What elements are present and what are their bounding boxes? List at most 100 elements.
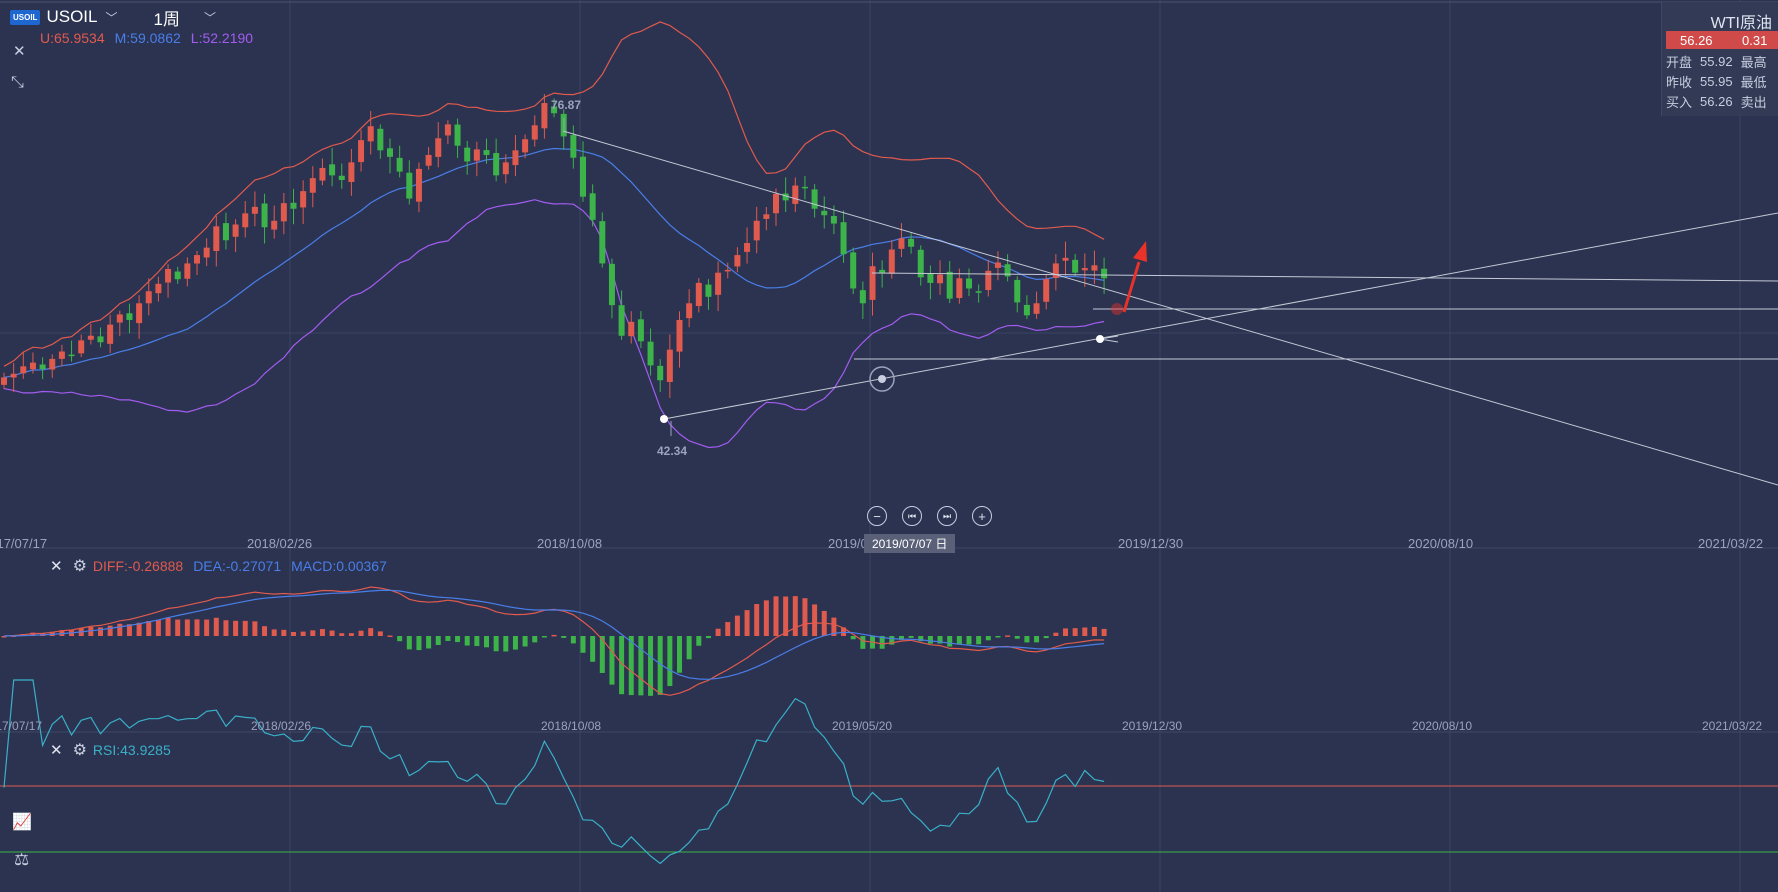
candle-body [396,157,403,172]
close-icon[interactable]: ✕ [13,43,26,60]
prev-close-value: 55.95 [1700,73,1733,89]
macd-histogram-bar [831,617,837,636]
zoom-in-icon[interactable]: + [972,506,992,526]
anchor-point [1096,335,1104,343]
macd-histogram-bar [387,635,393,637]
candle-body [1023,304,1030,316]
crosshair-date: 2019/07/07 日 [864,534,956,553]
quote-row-open: 开盘 55.92 最高 [1662,51,1778,71]
macd-histogram-bar [184,619,190,636]
macd-histogram-bar [484,636,489,648]
macd-histogram-bar [551,634,557,637]
candle-body [570,135,577,158]
gear-icon[interactable]: ⚙ [72,558,87,575]
chart-tool-icon[interactable]: 📈 [12,814,32,831]
compass-tool-icon[interactable]: ⚖ [14,850,30,869]
macd-histogram-bar [136,622,142,636]
candle-body [618,305,625,336]
candle-body [589,193,596,220]
boll-middle-value: M:59.0862 [114,30,181,46]
chevron-down-icon[interactable]: ﹀ [203,10,216,25]
symbol-badge: USOIL [10,9,41,25]
x-axis-label: 2020/08/10 [1412,719,1473,733]
candle-body [174,271,181,280]
candle-body [444,124,451,136]
candle-body [203,247,210,258]
macd-histogram-bar [976,636,982,645]
open-label: 开盘 [1666,54,1693,70]
candle-body [695,282,702,307]
macd-histogram-bar [966,636,972,645]
macd-histogram-bar [194,619,200,636]
zoom-out-icon[interactable]: − [867,506,887,526]
candle-body [657,365,664,381]
macd-histogram-bar [426,636,432,649]
macd-histogram-bar [648,636,654,696]
x-axis-label: 2019/12/30 [1118,536,1184,551]
macd-histogram-bar [638,636,644,696]
macd-histogram-bar [1101,628,1107,636]
price-change: 0.31 [1742,32,1768,48]
candle-body [232,224,239,237]
macd-panel [1,586,1107,696]
gear-icon[interactable]: ⚙ [72,742,87,759]
chevron-down-icon[interactable]: ﹀ [105,10,118,25]
macd-histogram-bar [773,596,779,636]
open-value: 55.92 [1700,53,1733,69]
macd-histogram-bar [1043,636,1049,639]
macd-histogram-bar [956,636,962,645]
macd-histogram-bar [117,623,123,636]
candle-body [801,186,808,189]
candle-body [1062,257,1069,261]
macd-histogram-bar [619,636,625,695]
candle-body [956,278,963,299]
candle-body [580,156,586,197]
trendline-up [663,212,1778,420]
close-icon[interactable]: ✕ [50,742,63,759]
skip-back-icon[interactable]: ⏮ [902,506,922,526]
macd-histogram-bar [609,636,615,685]
candle-body [811,189,818,209]
x-axis-label: 2018/10/08 [537,536,603,551]
close-icon[interactable]: ✕ [50,558,63,575]
collapse-icon[interactable]: ⤡ [11,74,24,91]
arrow-icon [1122,261,1141,313]
macd-histogram-bar [204,619,210,636]
macd-histogram-bar [464,636,470,646]
candle-body [300,191,307,208]
period-selector[interactable]: 1周 [153,9,180,29]
macd-histogram-bar [474,636,480,647]
candle-body [1004,264,1011,277]
macd-histogram-bar [677,636,682,673]
candle-body [994,262,1001,268]
macd-histogram-bar [734,615,740,636]
symbol-name[interactable]: USOIL [46,7,98,26]
candle-body [20,366,27,374]
candle-body [473,149,480,161]
macd-histogram-bar [657,636,663,695]
candle-body [454,124,461,146]
candle-body [348,162,355,182]
candle-body [10,373,17,378]
candle-body [136,303,143,324]
macd-dea: DEA:-0.27071 [193,558,282,574]
macd-histogram-bar [271,629,277,636]
candlesticks [1,94,1108,399]
macd-histogram-bar [744,610,750,636]
candle-body [763,214,770,219]
low-label: 最低 [1740,74,1767,90]
macd-histogram-bar [1063,628,1068,636]
x-axis-label: 2017/07/17 [0,536,48,551]
candle-body [261,203,268,228]
macd-header: ✕ ⚙ DIFF:-0.26888 DEA:-0.27071 MACD:0.00… [50,556,387,576]
candle-body [792,185,799,204]
symbol-bar[interactable]: USOIL USOIL ﹀ 1周 ﹀ [10,6,216,29]
macd-histogram-bar [725,622,731,636]
candle-body [1072,259,1079,273]
macd-diff: DIFF:-0.26888 [92,558,184,574]
ask-label: 卖出 [1740,94,1767,110]
skip-forward-icon[interactable]: ⏭ [937,506,957,526]
macd-histogram-bar [628,636,634,696]
